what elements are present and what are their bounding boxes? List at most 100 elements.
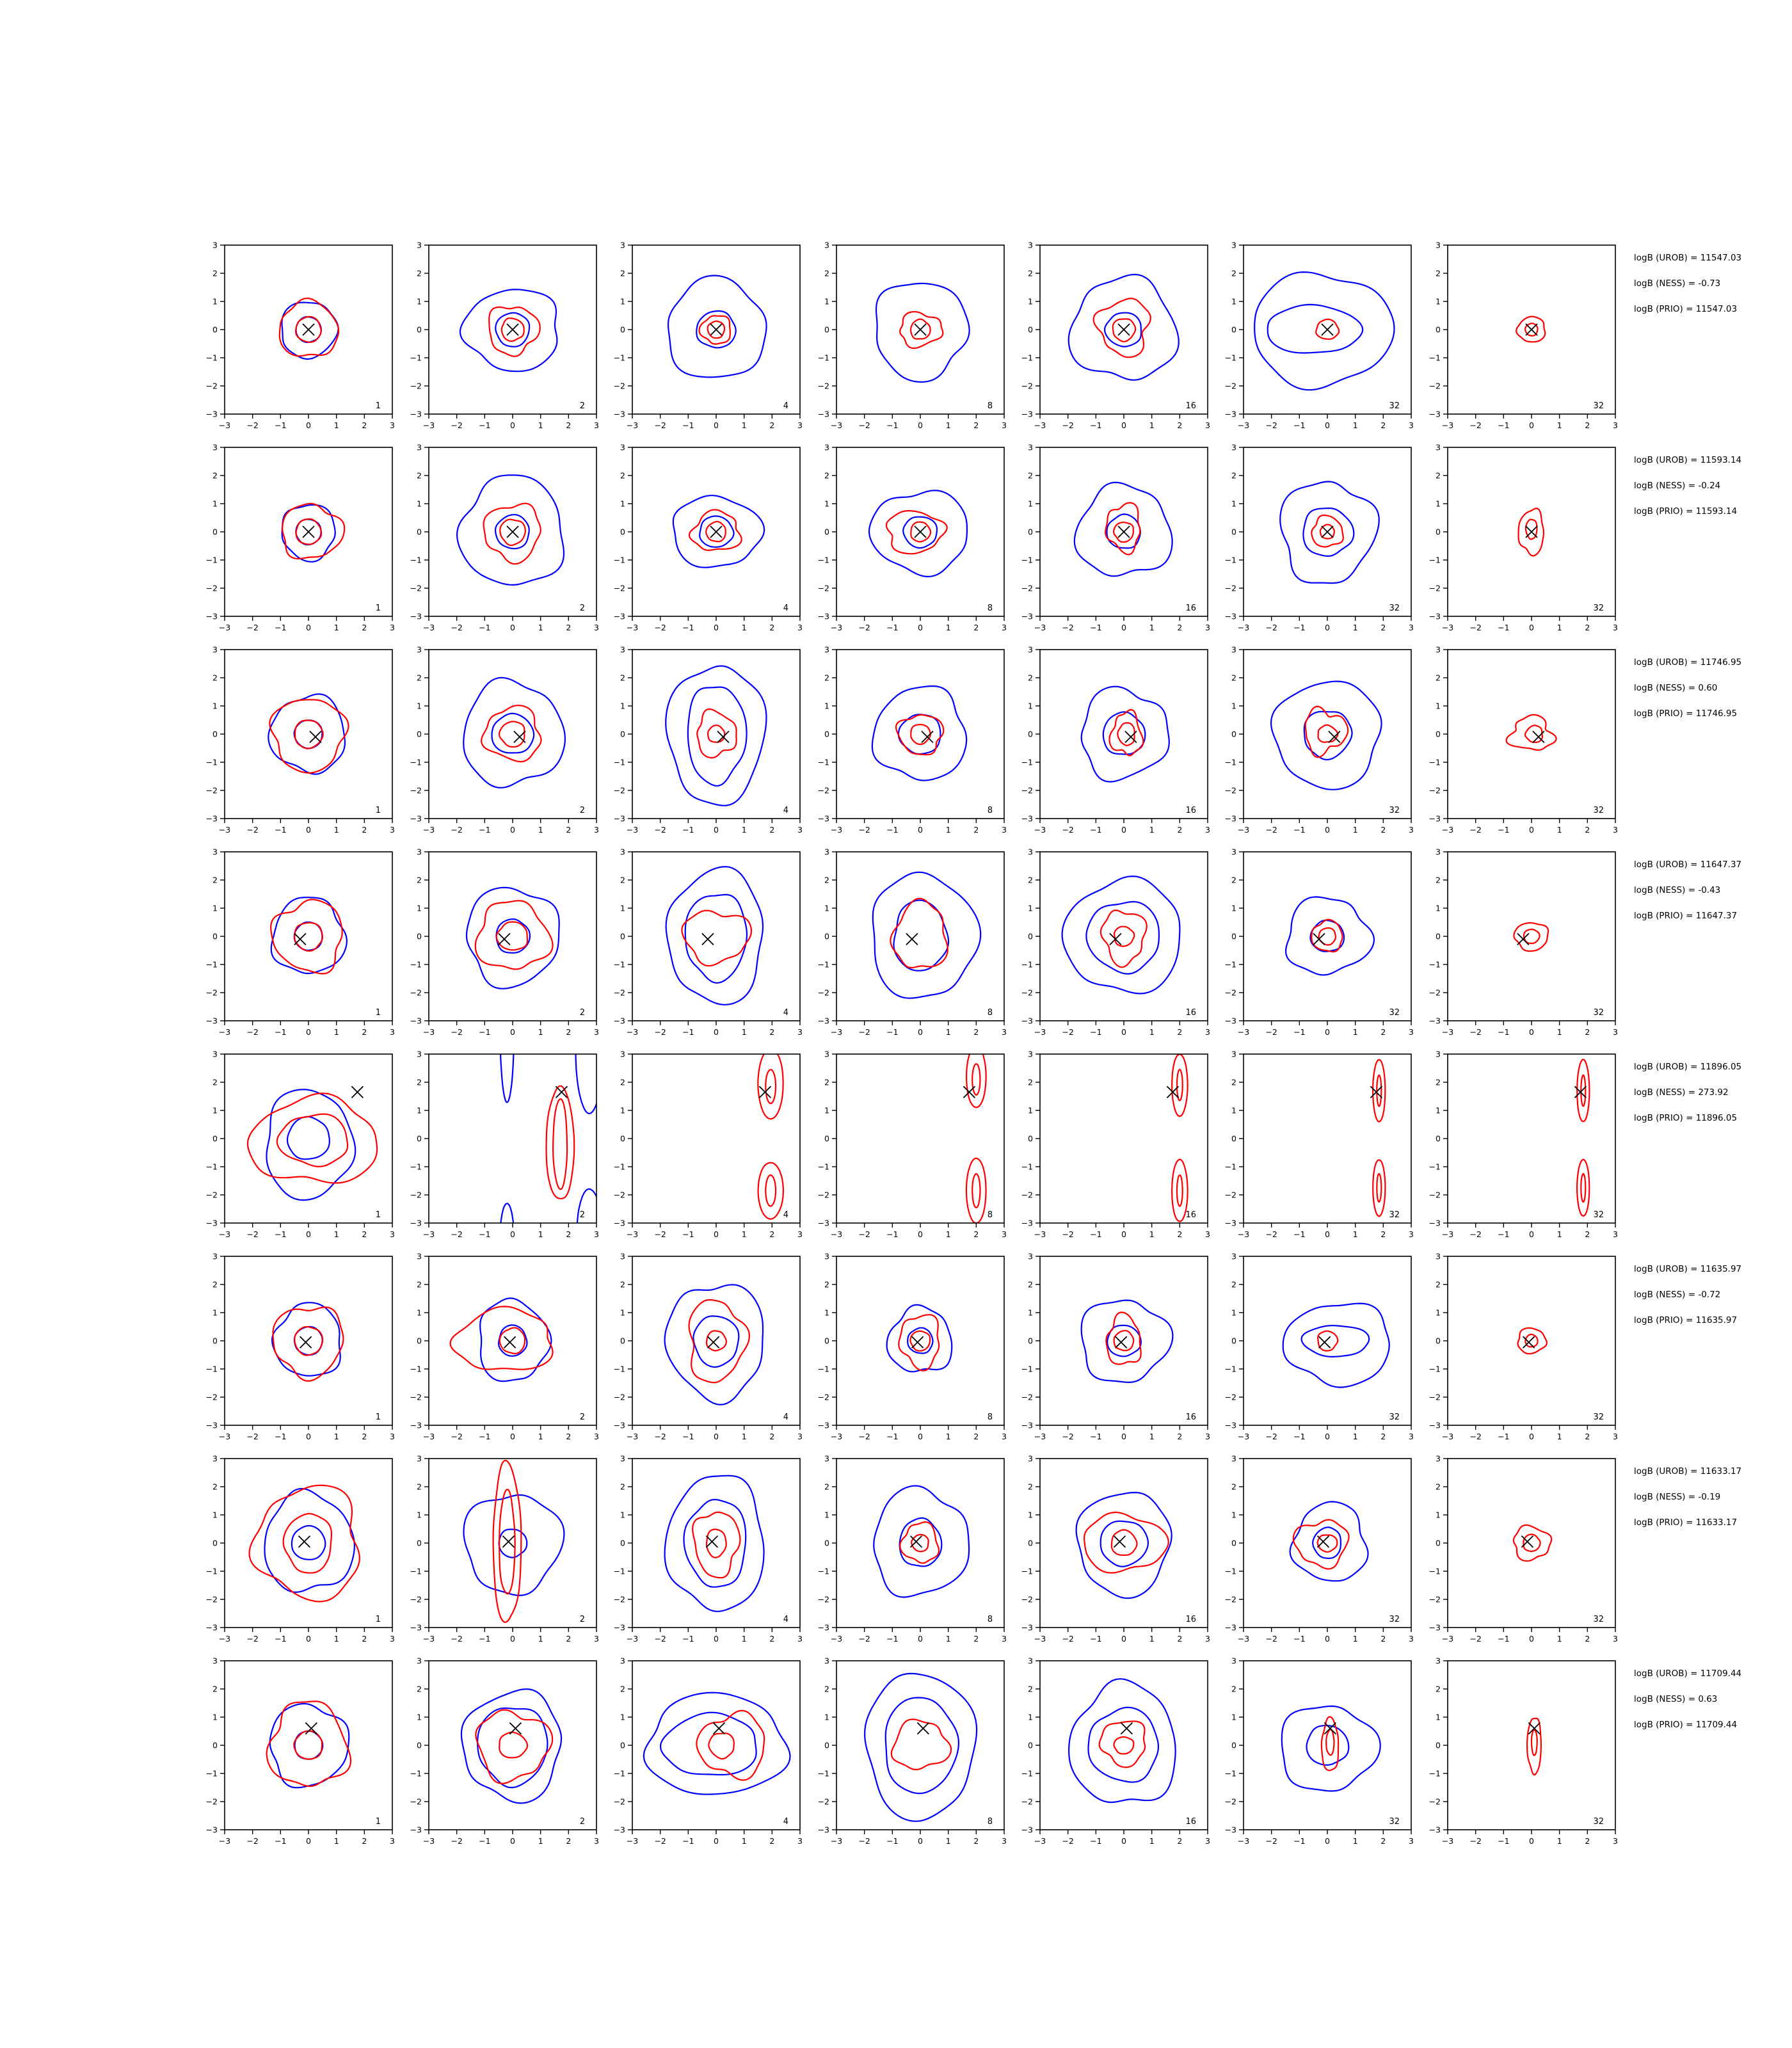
x-tick-label: −1 bbox=[1090, 825, 1101, 835]
panel-count-label: 32 bbox=[1389, 1817, 1400, 1827]
y-tick-label: 3 bbox=[417, 1252, 422, 1261]
red-contour bbox=[295, 518, 323, 545]
blue-contour bbox=[456, 474, 565, 586]
x-tick-label: −2 bbox=[858, 1027, 870, 1037]
panel-count-label: 4 bbox=[783, 1210, 788, 1220]
panel-count-label: 8 bbox=[988, 1615, 993, 1624]
x-tick-label: 0 bbox=[1325, 623, 1330, 632]
x-tick-label: −2 bbox=[246, 1432, 258, 1441]
red-contour bbox=[1317, 724, 1339, 743]
panel-count-label: 1 bbox=[376, 604, 381, 613]
x-tick-label: −2 bbox=[654, 1634, 666, 1644]
y-tick-label: −2 bbox=[206, 381, 218, 391]
y-tick-label: 0 bbox=[1436, 730, 1441, 739]
x-tick-label: −1 bbox=[1498, 420, 1509, 430]
x-tick-label: 1 bbox=[1149, 420, 1155, 430]
x-tick-label: −2 bbox=[246, 1229, 258, 1239]
y-tick-label: −1 bbox=[1429, 556, 1441, 565]
y-tick-label: −2 bbox=[1225, 381, 1236, 391]
y-tick-label: −1 bbox=[410, 960, 422, 970]
contour-panel: −3−3 −2 −2 −1 −1 0 0 1 1 2 2 3 3 32 bbox=[1429, 241, 1618, 431]
contour-panel: −3−3 −2 −2 −1 −1 0 0 1 1 2 2 3 3 1 bbox=[206, 443, 395, 633]
x-tick-label: 3 bbox=[1613, 1027, 1618, 1037]
y-tick-label: 1 bbox=[1436, 499, 1441, 509]
x-tick-label: 2 bbox=[566, 1432, 571, 1441]
blue-contour bbox=[498, 1324, 528, 1357]
y-tick-label: 3 bbox=[824, 1454, 829, 1464]
x-tick-label: 3 bbox=[1613, 623, 1618, 632]
y-tick-label: 1 bbox=[1231, 297, 1236, 307]
y-tick-label: −3 bbox=[410, 410, 422, 419]
y-tick-label: −2 bbox=[1225, 1393, 1236, 1402]
red-contour bbox=[483, 502, 541, 565]
contour-panel: −3−3 −2 −2 −1 −1 0 0 1 1 2 2 3 3 2 bbox=[410, 1454, 599, 1644]
y-tick-label: −3 bbox=[410, 1623, 422, 1633]
marker-x bbox=[309, 730, 322, 744]
x-tick-label: −1 bbox=[682, 1634, 694, 1644]
contour-panel: −3−3 −2 −2 −1 −1 0 0 1 1 2 2 3 3 16 bbox=[1021, 1454, 1210, 1644]
y-tick-label: −1 bbox=[1225, 556, 1236, 565]
y-tick-label: −2 bbox=[1429, 1393, 1441, 1402]
x-tick-label: −3 bbox=[219, 825, 230, 835]
y-tick-label: 0 bbox=[417, 325, 422, 335]
y-tick-label: −2 bbox=[1429, 1797, 1441, 1807]
y-tick-label: −1 bbox=[410, 556, 422, 565]
x-tick-label: 2 bbox=[1380, 1836, 1386, 1846]
marker-x bbox=[1525, 323, 1538, 336]
x-tick-label: −3 bbox=[627, 1836, 638, 1846]
x-tick-label: −1 bbox=[275, 1634, 286, 1644]
red-contour bbox=[1117, 722, 1135, 746]
x-tick-label: 1 bbox=[742, 623, 747, 632]
x-tick-label: 2 bbox=[1177, 1432, 1182, 1441]
x-tick-label: 3 bbox=[390, 1634, 395, 1644]
x-tick-label: −3 bbox=[627, 1229, 638, 1239]
x-tick-label: 3 bbox=[1613, 420, 1618, 430]
contour-panel: −3−3 −2 −2 −1 −1 0 0 1 1 2 2 3 3 16 bbox=[1021, 847, 1210, 1037]
y-tick-label: −1 bbox=[1225, 1162, 1236, 1172]
x-tick-label: 1 bbox=[538, 825, 543, 835]
x-tick-label: 2 bbox=[1585, 420, 1590, 430]
logb-stat: logB (NESS) = -0.19 bbox=[1634, 1492, 1720, 1502]
x-tick-label: 2 bbox=[973, 623, 979, 632]
y-tick-label: 1 bbox=[417, 1106, 422, 1116]
x-tick-label: 0 bbox=[1325, 1027, 1330, 1037]
marker-x bbox=[1166, 1085, 1180, 1099]
x-tick-label: 3 bbox=[1002, 1027, 1007, 1037]
red-contour bbox=[500, 317, 525, 342]
y-tick-label: −3 bbox=[818, 1825, 829, 1835]
x-tick-label: 1 bbox=[742, 420, 747, 430]
y-tick-label: −2 bbox=[818, 1393, 829, 1402]
contour-panel: −3−3 −2 −2 −1 −1 0 0 1 1 2 2 3 3 8 bbox=[818, 1454, 1007, 1644]
x-tick-label: −1 bbox=[1293, 420, 1305, 430]
y-tick-label: −1 bbox=[1225, 758, 1236, 767]
x-tick-label: −3 bbox=[1034, 623, 1046, 632]
x-tick-label: 3 bbox=[1409, 1229, 1414, 1239]
x-tick-label: −2 bbox=[246, 1027, 258, 1037]
x-tick-label: 0 bbox=[510, 1432, 515, 1441]
y-tick-label: 0 bbox=[417, 1336, 422, 1346]
x-tick-label: 0 bbox=[1121, 825, 1126, 835]
red-contour bbox=[1084, 1511, 1169, 1574]
panel-count-label: 2 bbox=[580, 1210, 585, 1220]
red-contour bbox=[1098, 1720, 1146, 1768]
red-contour bbox=[1576, 1059, 1590, 1123]
red-contour bbox=[909, 318, 931, 340]
y-tick-label: 2 bbox=[417, 673, 422, 683]
marker-x bbox=[712, 1722, 726, 1735]
blue-contour bbox=[1267, 303, 1364, 354]
y-tick-label: 3 bbox=[212, 1656, 218, 1666]
marker-x bbox=[513, 730, 526, 744]
contour-panel: −3−3 −2 −2 −1 −1 0 0 1 1 2 2 3 3 2 bbox=[410, 1252, 599, 1442]
x-tick-label: −1 bbox=[1293, 825, 1305, 835]
red-contour bbox=[1320, 1716, 1340, 1772]
contour-panel: −3−3 −2 −2 −1 −1 0 0 1 1 2 2 3 3 32 bbox=[1225, 847, 1414, 1037]
y-tick-label: 0 bbox=[417, 1134, 422, 1144]
marker-x bbox=[506, 323, 519, 336]
logb-stat: logB (PRIO) = 11709.44 bbox=[1634, 1720, 1737, 1730]
x-tick-label: 3 bbox=[390, 1027, 395, 1037]
x-tick-label: 1 bbox=[1557, 1229, 1562, 1239]
y-tick-label: 3 bbox=[1028, 847, 1033, 857]
x-tick-label: 2 bbox=[769, 1229, 774, 1239]
x-tick-label: 2 bbox=[1177, 623, 1182, 632]
y-tick-label: 1 bbox=[1436, 1510, 1441, 1520]
